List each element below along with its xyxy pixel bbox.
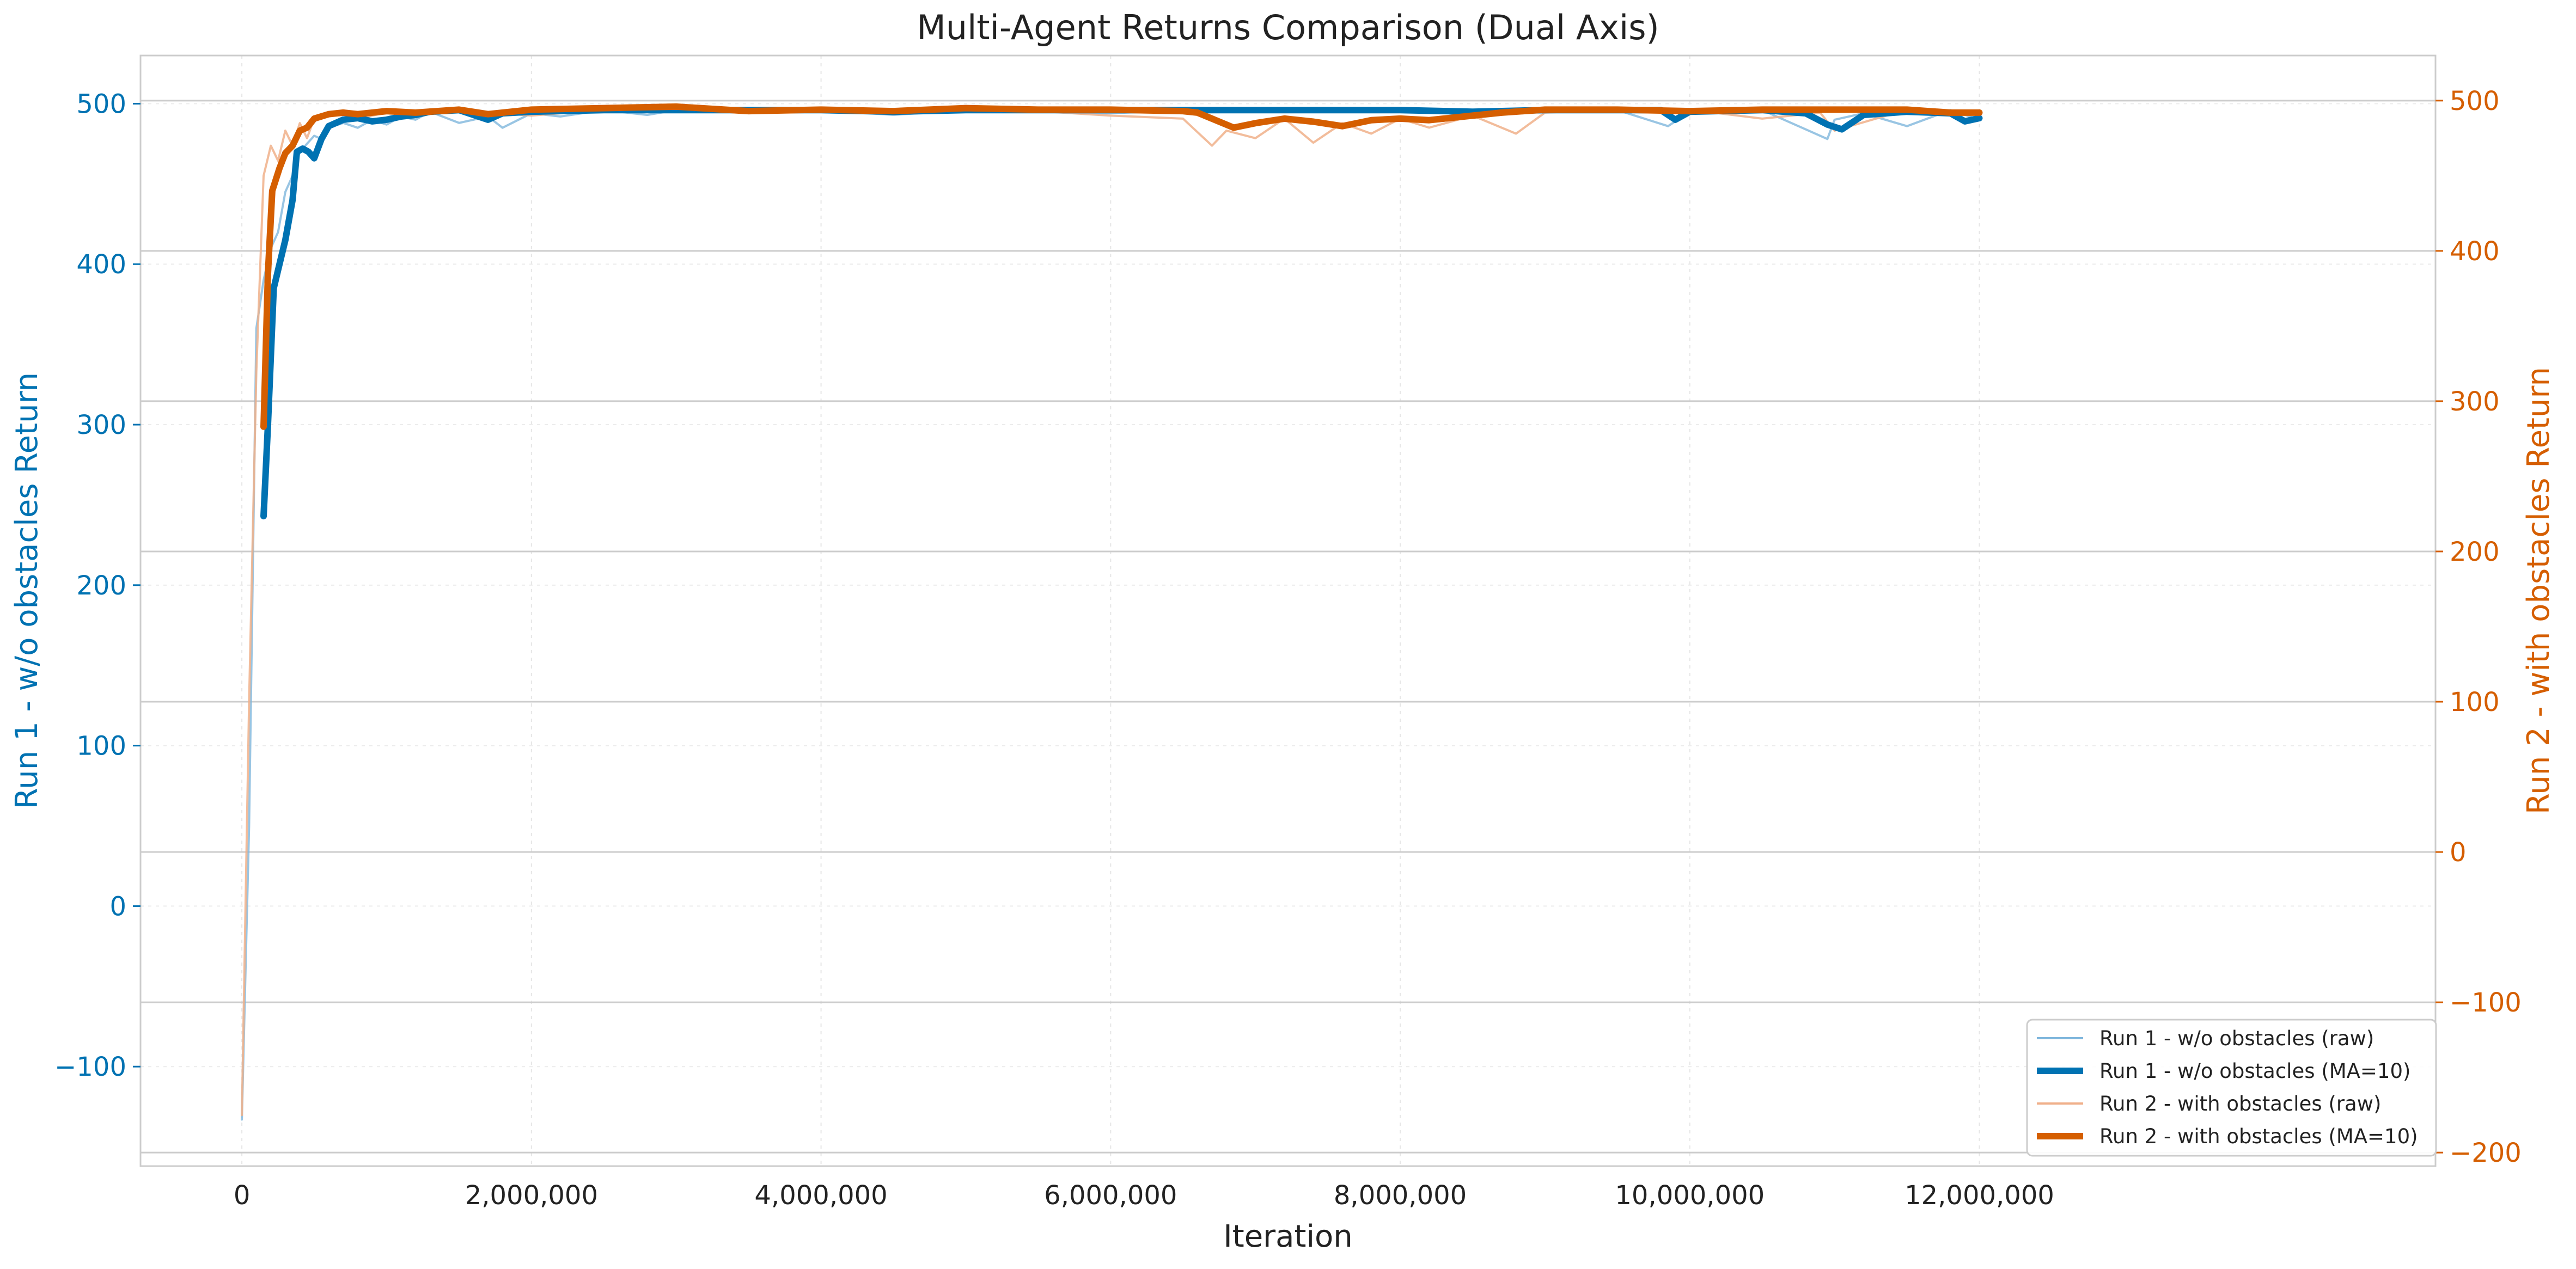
legend-label-run1-raw: Run 1 - w/o obstacles (raw)	[2099, 1027, 2374, 1050]
legend-label-run2-ma: Run 2 - with obstacles (MA=10)	[2099, 1125, 2418, 1148]
y-right-tick-label: 500	[2450, 86, 2500, 117]
series-lines	[241, 103, 1983, 1121]
y-left-tick-label: 500	[76, 89, 126, 119]
y-right-tick-label: 100	[2450, 687, 2500, 718]
y-left-tick-label: −100	[54, 1052, 126, 1082]
legend-label-run1-ma: Run 1 - w/o obstacles (MA=10)	[2099, 1059, 2410, 1083]
x-tick-label: 6,000,000	[1044, 1180, 1177, 1211]
x-tick-label: 8,000,000	[1334, 1180, 1467, 1211]
legend-label-run2-raw: Run 2 - with obstacles (raw)	[2099, 1092, 2381, 1115]
y-left-tick-label: 300	[76, 410, 126, 440]
y-axis-right-title: Run 2 - with obstacles Return	[2521, 367, 2556, 814]
y-right-tick-label: 300	[2450, 387, 2500, 417]
x-tick-label: 2,000,000	[465, 1180, 598, 1211]
y-right-tick-label: 200	[2450, 537, 2500, 567]
y-right-tick-label: 0	[2450, 837, 2467, 868]
x-tick-label: 10,000,000	[1615, 1180, 1765, 1211]
chart-title: Multi-Agent Returns Comparison (Dual Axi…	[917, 8, 1659, 47]
y-left-tick-label: 400	[76, 249, 126, 280]
legend: Run 1 - w/o obstacles (raw) Run 1 - w/o …	[2026, 1019, 2437, 1157]
x-tick-label: 12,000,000	[1904, 1180, 2054, 1211]
legend-box	[2026, 1019, 2437, 1157]
grid-lines	[141, 56, 2435, 1166]
y-axis-left-title: Run 1 - w/o obstacles Return	[9, 372, 45, 809]
y-left-tick-label: 100	[76, 731, 126, 762]
x-axis-title: Iteration	[1223, 1219, 1353, 1254]
y-right-tick-label: −200	[2450, 1138, 2522, 1168]
axis-ticks: 0 2,000,000 4,000,000 6,000,000 8,000,000 10,…	[54, 86, 2522, 1211]
y-left-tick-label: 0	[109, 891, 126, 922]
plot-frame	[139, 54, 2437, 1167]
series-line-run2-ma	[260, 103, 1983, 430]
x-tick-label: 4,000,000	[754, 1180, 887, 1211]
y-left-tick-label: 200	[76, 571, 126, 601]
y-right-tick-label: −100	[2450, 988, 2522, 1018]
x-tick-label: 0	[234, 1180, 251, 1211]
y-right-tick-label: 400	[2450, 236, 2500, 267]
